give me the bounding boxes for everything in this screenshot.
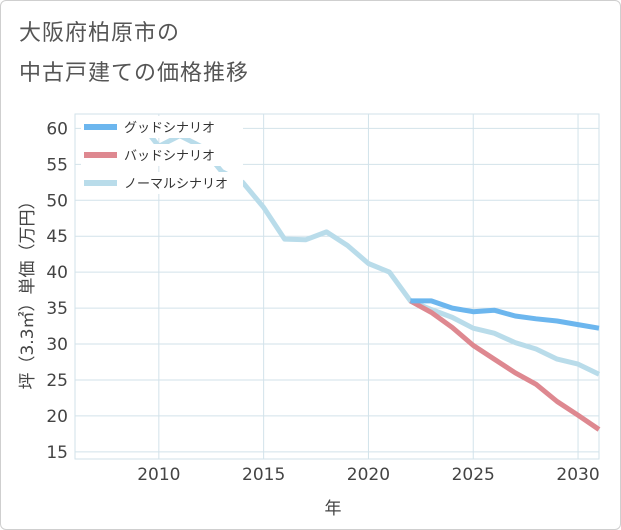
x-tick-label: 2020 [347,465,390,485]
legend-bg [81,116,243,138]
x-axis-label: 年 [325,499,342,519]
y-tick-label: 45 [46,227,68,247]
series-line-2 [409,298,601,432]
plot-lines [115,117,601,432]
legend-label: ノーマルシナリオ [124,177,228,192]
series-line-1 [410,298,600,331]
y-tick-label: 55 [46,155,68,175]
y-tick-label: 20 [46,407,68,427]
y-tick-label: 25 [46,371,68,391]
plot-frame [74,113,600,460]
y-tick-label: 60 [46,119,68,139]
y-tick-label: 35 [46,299,68,319]
y-axis-label: 坪（3.3㎡）単価（万円） [18,192,38,389]
y-tick-label: 40 [46,263,68,283]
y-tick-label: 15 [46,443,68,463]
legend-label: バッドシナリオ [124,149,215,164]
y-tick-label: 30 [46,335,68,355]
legend-label: グッドシナリオ [124,121,215,136]
chart-title-line-1: 大阪府柏原市の [19,21,181,46]
chart-title-line-2: 中古戸建ての価格推移 [19,61,250,86]
legend-bg [81,172,243,194]
x-tick-label: 2010 [137,465,180,485]
y-tick-label: 50 [46,191,68,211]
x-tick-label: 2015 [242,465,285,485]
x-tick-label: 2025 [452,465,495,485]
legend-bg [81,144,243,166]
x-tick-label: 2030 [556,465,599,485]
